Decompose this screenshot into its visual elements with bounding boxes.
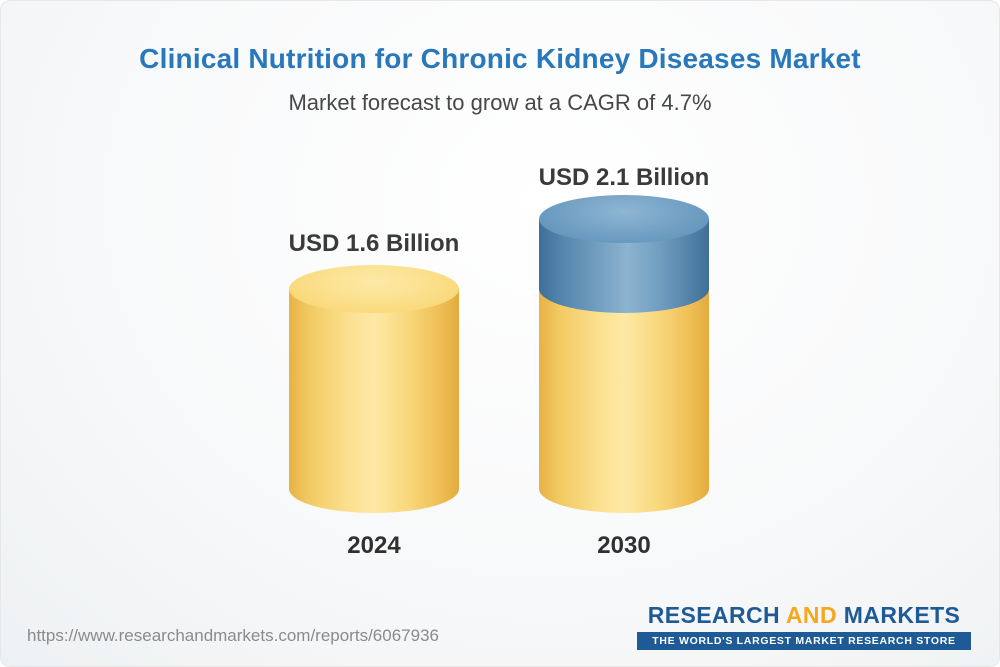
logo-tagline: THE WORLD'S LARGEST MARKET RESEARCH STOR… [637, 632, 971, 650]
value-label-2030: USD 2.1 Billion [538, 164, 710, 191]
cylinder-2024-top-ellipse [289, 265, 459, 313]
value-label-2024: USD 1.6 Billion [288, 230, 460, 257]
cylinder-2030-base [539, 289, 709, 513]
x-axis-label-2030: 2030 [597, 532, 651, 559]
chart-subtitle: Market forecast to grow at a CAGR of 4.7… [288, 90, 712, 115]
report-url[interactable]: https://www.researchandmarkets.com/repor… [27, 626, 439, 645]
cylinder-2030-growth [539, 195, 709, 313]
researchandmarkets-logo: RESEARCH AND MARKETS THE WORLD'S LARGEST… [637, 602, 971, 650]
chart-title: Clinical Nutrition for Chronic Kidney Di… [139, 43, 861, 74]
logo-word-and: AND [785, 602, 837, 628]
logo-word-research: RESEARCH [647, 602, 780, 628]
x-axis-label-2024: 2024 [347, 532, 401, 559]
logo-word-markets: MARKETS [843, 602, 961, 628]
logo-wordmark: RESEARCH AND MARKETS [637, 602, 971, 628]
cylinder-2024-base [289, 265, 459, 513]
cylinder-2030-top-ellipse [539, 195, 709, 243]
